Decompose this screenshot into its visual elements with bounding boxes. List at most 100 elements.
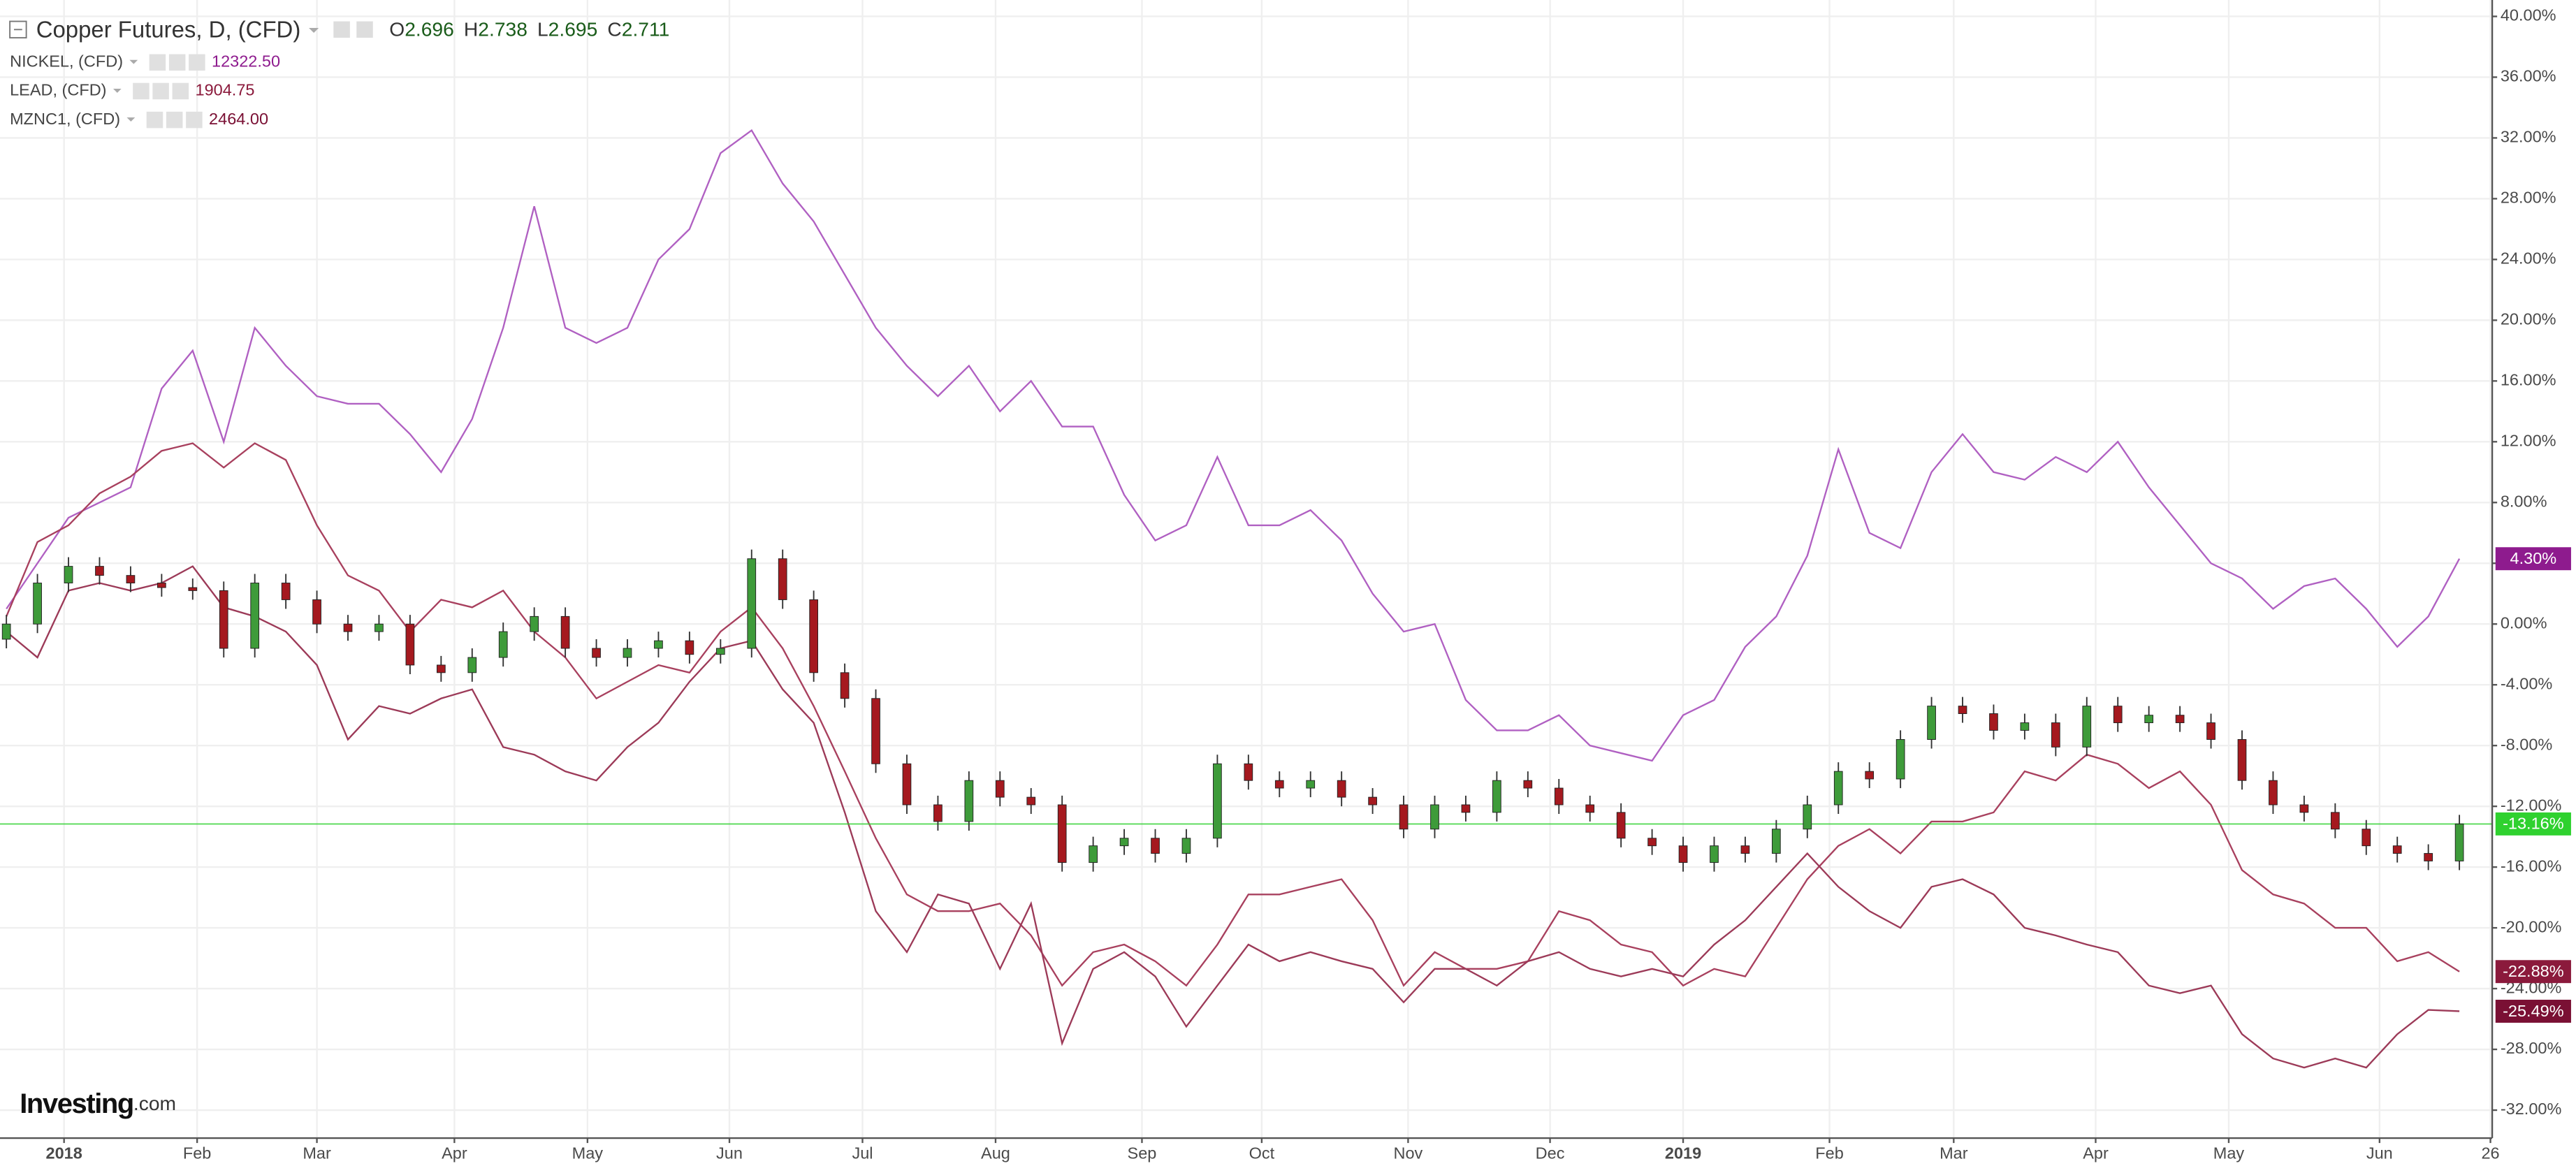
legend-dropdown[interactable] bbox=[126, 117, 136, 122]
candle-body bbox=[592, 648, 601, 658]
candle-body bbox=[2454, 823, 2464, 861]
x-tick-label: Jun bbox=[2366, 1144, 2393, 1163]
x-tick-label: Sep bbox=[1128, 1144, 1157, 1163]
y-tick-label: 32.00% bbox=[2501, 128, 2556, 146]
candle-body bbox=[871, 698, 880, 764]
y-tick-label: 28.00% bbox=[2501, 189, 2556, 207]
candle-body bbox=[2362, 829, 2371, 847]
legend: NICKEL, (CFD) 12322.50 LEAD, (CFD) 1904.75 M… bbox=[10, 52, 280, 129]
candle-body bbox=[126, 575, 136, 583]
legend-dropdown[interactable] bbox=[129, 59, 138, 64]
legend-icon[interactable] bbox=[152, 82, 169, 100]
legend-icon[interactable] bbox=[146, 111, 163, 129]
candle-body bbox=[64, 566, 73, 583]
legend-dropdown[interactable] bbox=[112, 88, 122, 93]
candle-body bbox=[1554, 787, 1564, 806]
candle-body bbox=[809, 599, 818, 673]
x-tick-label: 2019 bbox=[1665, 1144, 1701, 1163]
settings-icon[interactable] bbox=[333, 21, 350, 38]
candle-body bbox=[1616, 812, 1626, 839]
candle-body bbox=[1089, 845, 1098, 863]
candle-body bbox=[560, 615, 570, 649]
last-value-label: -13.16% bbox=[2503, 815, 2564, 833]
legend-icon[interactable] bbox=[133, 82, 150, 100]
legend-value: 1904.75 bbox=[196, 81, 255, 99]
legend-value: 12322.50 bbox=[212, 52, 280, 71]
header: Copper Futures, D, (CFD) O2.696 H2.738 L2.… bbox=[9, 16, 669, 42]
candle-body bbox=[95, 566, 104, 576]
candle-body bbox=[1523, 780, 1533, 789]
candle-body bbox=[2237, 739, 2247, 781]
candle-body bbox=[2020, 722, 2030, 731]
grid bbox=[0, 0, 2493, 1139]
legend-icon[interactable] bbox=[166, 111, 183, 129]
candle-body bbox=[1678, 845, 1688, 863]
candle-body bbox=[1119, 838, 1129, 847]
x-tick-label: 2018 bbox=[46, 1144, 82, 1163]
y-tick-label: 24.00% bbox=[2501, 249, 2556, 268]
legend-icon[interactable] bbox=[149, 54, 166, 71]
y-tick-label: -8.00% bbox=[2501, 735, 2553, 753]
candle-body bbox=[1306, 780, 1316, 789]
candle-body bbox=[1337, 780, 1346, 798]
x-tick-label: 26 bbox=[2481, 1144, 2499, 1163]
candle-body bbox=[778, 558, 787, 600]
y-tick-label: -20.00% bbox=[2501, 917, 2562, 935]
candle-body bbox=[995, 780, 1005, 798]
candle-body bbox=[1710, 845, 1719, 863]
collapse-button[interactable] bbox=[9, 20, 27, 39]
legend-name: LEAD, (CFD) bbox=[10, 81, 106, 99]
candle-body bbox=[2175, 715, 2185, 724]
x-tick-label: Mar bbox=[1940, 1144, 1968, 1163]
legend-icon[interactable] bbox=[189, 54, 205, 71]
candle-body bbox=[1151, 838, 1160, 854]
y-tick-label: -4.00% bbox=[2501, 674, 2553, 692]
candle-body bbox=[1492, 780, 1501, 813]
candle-body bbox=[1958, 706, 1967, 714]
candle-body bbox=[530, 615, 539, 632]
legend-icon[interactable] bbox=[186, 111, 203, 129]
candle-body bbox=[1833, 771, 1843, 806]
candle-body bbox=[2082, 706, 2092, 748]
x-tick-label: Jul bbox=[852, 1144, 873, 1163]
candle-body bbox=[747, 558, 757, 649]
candle-body bbox=[654, 640, 663, 649]
settings-icon[interactable] bbox=[356, 21, 373, 38]
legend-name: MZNC1, (CFD) bbox=[10, 110, 120, 128]
candle-body bbox=[498, 631, 508, 658]
y-tick-label: -28.00% bbox=[2501, 1039, 2562, 1057]
candle-body bbox=[219, 590, 228, 649]
y-tick-label: 12.00% bbox=[2501, 432, 2556, 450]
candle-body bbox=[1057, 804, 1067, 863]
candle-body bbox=[1274, 780, 1284, 789]
legend-value: 2464.00 bbox=[209, 110, 268, 128]
candle-body bbox=[964, 780, 974, 822]
x-tick-label: Oct bbox=[1249, 1144, 1275, 1163]
candle-body bbox=[405, 623, 415, 666]
ohlc-label: C bbox=[607, 18, 621, 41]
legend-icon[interactable] bbox=[168, 54, 186, 71]
last-value-label: -22.88% bbox=[2503, 962, 2564, 980]
candle-body bbox=[2206, 722, 2215, 740]
y-tick-label: -16.00% bbox=[2501, 857, 2562, 875]
candle-body bbox=[1244, 763, 1253, 781]
x-tick-label: Nov bbox=[1394, 1144, 1423, 1163]
legend-icon[interactable] bbox=[172, 82, 189, 100]
last-value-label: -25.49% bbox=[2503, 1002, 2564, 1020]
candle-body bbox=[250, 583, 260, 649]
logo: Investing.com bbox=[20, 1088, 176, 1119]
candle-body bbox=[1026, 796, 1036, 806]
chart-title: Copper Futures, D, (CFD) bbox=[36, 16, 301, 42]
candle-body bbox=[157, 583, 166, 588]
ohlc-value: 2.695 bbox=[548, 18, 598, 41]
candle-body bbox=[1368, 796, 1377, 806]
x-tick-label: Feb bbox=[183, 1144, 212, 1163]
candle-body bbox=[2269, 780, 2278, 806]
dropdown[interactable] bbox=[309, 27, 319, 34]
x-tick-label: Jun bbox=[716, 1144, 743, 1163]
candle-body bbox=[685, 640, 694, 655]
logo-suffix: .com bbox=[133, 1092, 176, 1114]
x-tick-label: Dec bbox=[1536, 1144, 1565, 1163]
x-tick-label: Aug bbox=[981, 1144, 1010, 1163]
last-value-box bbox=[2495, 547, 2571, 571]
